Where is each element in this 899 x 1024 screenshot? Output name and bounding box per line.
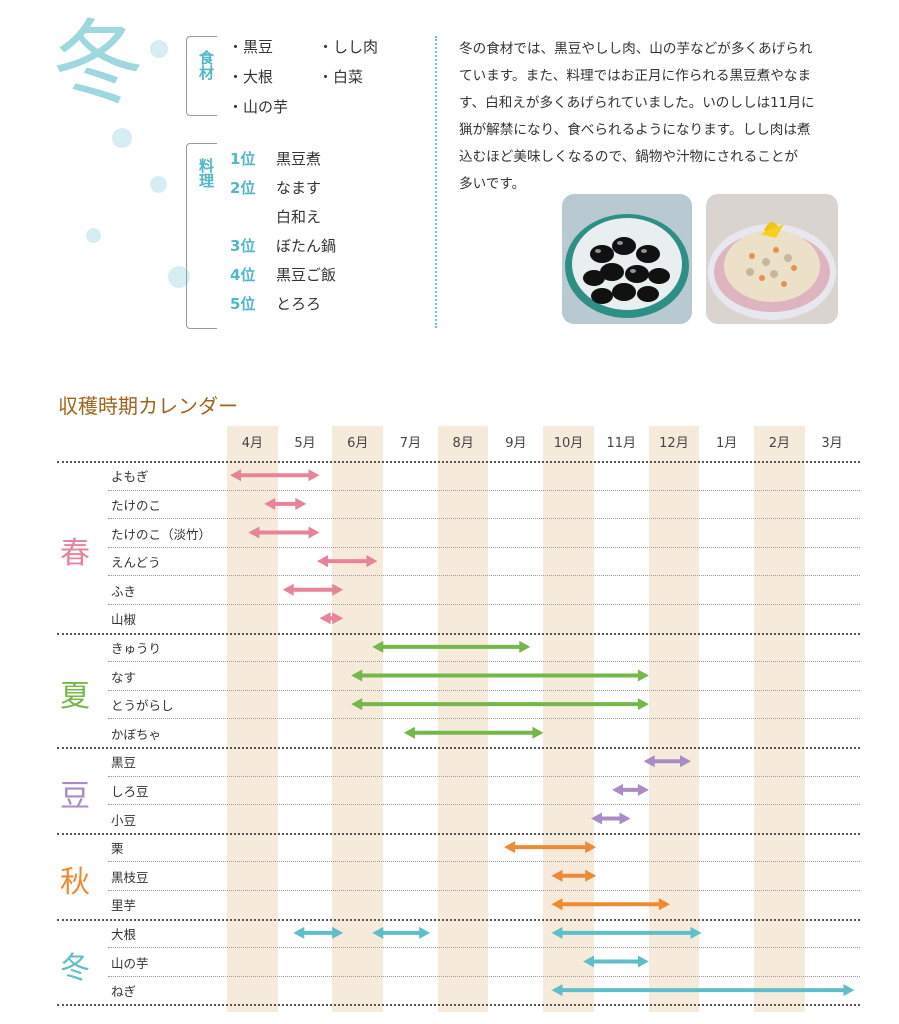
- crop-label: 里芋: [111, 898, 137, 914]
- dotted-divider: [435, 36, 437, 328]
- month-label: 5月: [294, 436, 316, 451]
- month-label: 6月: [347, 436, 369, 451]
- season-label: 春: [60, 535, 90, 571]
- month-label: 2月: [768, 436, 790, 451]
- row-separator: [108, 804, 860, 806]
- dishes-bracket: [186, 143, 217, 329]
- month-label: 11月: [606, 436, 637, 451]
- crop-label: 小豆: [111, 812, 137, 828]
- dishes-label: 料理: [197, 158, 215, 188]
- black-beans-photo: [562, 194, 692, 324]
- ingredient-item: ・黒豆: [228, 38, 274, 56]
- crop-label: 大根: [111, 926, 137, 942]
- season-label: 秋: [60, 864, 90, 900]
- ingredient-item: ・大根: [228, 68, 274, 86]
- row-separator: [108, 575, 860, 577]
- crop-label: なす: [111, 669, 137, 685]
- crop-label: 黒枝豆: [111, 869, 149, 885]
- calendar-title: 収穫時期カレンダー: [58, 394, 238, 418]
- crop-label: かぼちゃ: [111, 726, 162, 742]
- row-separator: [108, 518, 860, 520]
- row-separator: [108, 861, 860, 863]
- ranking-number: 4位: [230, 266, 256, 284]
- season-separator: [57, 632, 860, 635]
- season-separator: [57, 918, 860, 921]
- harvest-period-arrow: [551, 984, 855, 997]
- month-label: 9月: [505, 436, 527, 451]
- row-separator: [108, 975, 860, 977]
- ingredients-bracket: [186, 36, 217, 116]
- crop-label: 栗: [111, 841, 124, 857]
- harvest-period-arrow: [590, 812, 631, 825]
- month-label: 12月: [659, 436, 689, 451]
- ranking-dish: 白和え: [276, 208, 322, 226]
- description-line: 込むほど美味しくなるので、鍋物や汁物にされることが: [459, 149, 799, 165]
- ranking-number: 3位: [230, 237, 256, 255]
- shiraae-photo: [706, 194, 838, 324]
- ingredient-item: ・しし肉: [318, 38, 379, 56]
- ranking-dish: 黒豆ご飯: [276, 266, 337, 284]
- harvest-period-arrow: [351, 669, 649, 682]
- crop-label: ふき: [111, 583, 137, 599]
- row-separator: [108, 775, 860, 777]
- crop-label: たけのこ: [111, 497, 162, 513]
- description-line: 猟が解禁になり、食べられるようになります。しし肉は煮: [459, 122, 811, 138]
- ranking-number: 1位: [230, 150, 256, 168]
- season-separator: [57, 461, 860, 463]
- description-line: 冬の食材では、黒豆やしし肉、山の芋などが多くあげられ: [459, 41, 813, 57]
- crop-label: えんどう: [111, 555, 161, 571]
- ingredient-item: ・白菜: [318, 68, 364, 86]
- row-separator: [108, 689, 860, 691]
- harvest-period-arrow: [612, 783, 649, 796]
- row-separator: [108, 947, 860, 949]
- season-separator: [57, 747, 860, 749]
- harvest-period-arrow: [351, 698, 649, 711]
- row-separator: [108, 604, 860, 605]
- crop-label: 山椒: [111, 612, 137, 628]
- ranking-number: 5位: [230, 295, 256, 313]
- month-label: 10月: [553, 436, 584, 451]
- ranking-dish: なます: [276, 179, 322, 197]
- ranking-number: 2位: [230, 179, 256, 197]
- crop-label: とうがらし: [111, 698, 174, 714]
- month-label: 7月: [399, 436, 422, 451]
- season-label: 夏: [60, 678, 90, 714]
- decorative-bubble: [150, 176, 167, 193]
- ingredients-label: 食材: [197, 50, 215, 80]
- decorative-bubble: [86, 228, 101, 243]
- row-separator: [108, 890, 860, 891]
- ingredient-item: ・山の芋: [228, 98, 289, 116]
- row-separator: [108, 661, 860, 663]
- crop-label: 山の芋: [111, 955, 149, 971]
- description: 冬の食材では、黒豆やしし肉、山の芋などが多くあげられ ています。また、料理ではお…: [459, 36, 849, 198]
- ranking-dish: 黒豆煮: [276, 150, 322, 168]
- season-label: 冬: [60, 950, 90, 986]
- month-label: 4月: [241, 436, 263, 451]
- month-label: 1月: [716, 436, 738, 451]
- season-label: 豆: [60, 778, 90, 814]
- description-line: す、白和えが多くあげられていました。いのししは11月に: [459, 95, 815, 111]
- decorative-bubble: [112, 128, 132, 148]
- description-line: ています。また、料理ではお正月に作られる黒豆煮やなま: [459, 68, 812, 84]
- row-separator: [108, 489, 860, 491]
- crop-label: ねぎ: [111, 984, 137, 1000]
- decorative-bubble: [168, 266, 190, 288]
- crop-label: 黒豆: [111, 755, 137, 771]
- decorative-bubble: [150, 40, 168, 58]
- ranking-dish: ぼたん鍋: [276, 237, 337, 255]
- season-separator: [57, 1004, 860, 1007]
- ranking-dish: とろろ: [276, 295, 322, 313]
- row-separator: [108, 718, 860, 720]
- crop-label: たけのこ（淡竹）: [111, 526, 212, 542]
- crop-label: きゅうり: [111, 640, 162, 656]
- description-line: 多いです。: [459, 176, 526, 192]
- month-label: 3月: [821, 436, 843, 451]
- season-separator: [57, 832, 860, 835]
- season-character: 冬: [52, 10, 145, 117]
- crop-label: よもぎ: [111, 469, 149, 485]
- row-separator: [108, 546, 860, 548]
- month-label: 8月: [452, 436, 474, 451]
- crop-label: しろ豆: [111, 783, 149, 799]
